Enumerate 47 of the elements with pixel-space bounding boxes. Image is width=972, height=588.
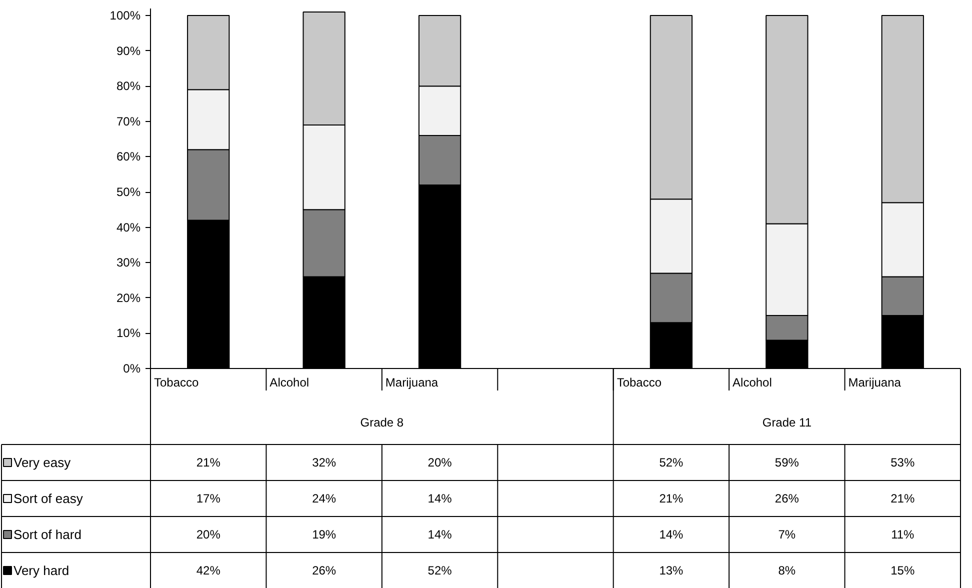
data-label: 7% (778, 528, 796, 542)
data-label: 21% (659, 492, 684, 506)
data-label: 20% (428, 456, 452, 470)
x-tick-label: Marijuana (385, 376, 438, 390)
data-label: 53% (890, 456, 915, 470)
data-label: 17% (196, 492, 221, 506)
data-label: 42% (196, 564, 221, 578)
y-tick-label: 0% (123, 362, 141, 376)
y-tick-label: 60% (116, 150, 141, 164)
y-tick-label: 10% (116, 326, 141, 340)
x-tick-label: Alcohol (270, 376, 310, 390)
y-tick-label: 100% (110, 8, 141, 23)
data-label: 14% (428, 528, 452, 542)
data-label: 19% (312, 528, 336, 542)
data-label: 26% (774, 492, 800, 506)
data-label: 32% (312, 456, 336, 470)
y-tick-label: 20% (116, 290, 141, 305)
data-label: 11% (891, 528, 915, 542)
data-label: 15% (890, 564, 915, 578)
data-label: 13% (659, 564, 684, 578)
y-tick-label: 90% (116, 44, 141, 58)
data-label: 24% (312, 492, 336, 506)
y-tick-label: 30% (116, 256, 141, 270)
y-tick-label: 70% (116, 114, 141, 128)
data-label: 21% (890, 492, 915, 506)
legend-label: Very hard (14, 563, 70, 578)
y-tick-label: 50% (116, 185, 141, 200)
data-label: 26% (312, 564, 336, 578)
y-tick-label: 80% (116, 79, 141, 94)
x-tick-label: Marijuana (848, 376, 902, 390)
data-label: 20% (196, 528, 221, 542)
data-label: 8% (778, 564, 796, 578)
legend-label: Sort of easy (14, 491, 84, 506)
data-label: 14% (428, 492, 452, 506)
data-label: 52% (659, 456, 684, 470)
y-tick-label: 40% (116, 220, 141, 234)
data-label: 14% (659, 528, 684, 542)
x-tick-label: Alcohol (732, 376, 772, 390)
data-label: 59% (774, 456, 800, 470)
data-label: 21% (196, 456, 221, 470)
legend-label: Sort of hard (14, 527, 82, 542)
x-tick-label: Tobacco (616, 376, 662, 390)
legend-label: Very easy (14, 455, 72, 470)
data-label: 52% (428, 564, 452, 578)
text: Grade 8 (360, 416, 404, 430)
x-tick-label: Tobacco (154, 376, 199, 390)
text: Grade 11 (762, 416, 812, 430)
